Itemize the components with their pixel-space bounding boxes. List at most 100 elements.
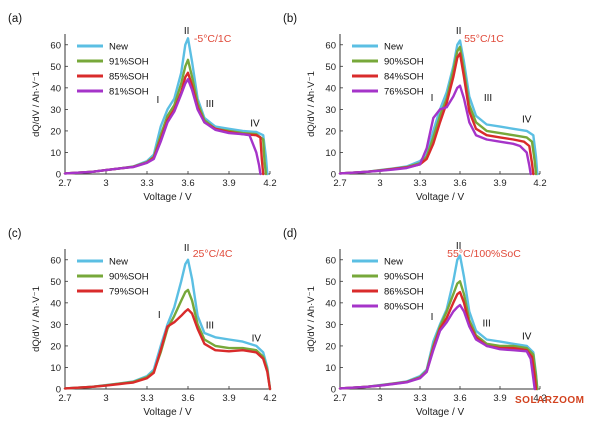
panel-label: (b) [283,13,297,25]
legend-label: 86%SOH [384,287,424,298]
legend-label: 84%SOH [384,72,424,83]
series-line [63,37,269,176]
condition-label: 25°C/4C [193,248,233,260]
panel-c: 2.7 3 3.3 3.6 3.9 4.2 0 10 20 30 40 50 60 Voltage / V… [8,228,277,418]
y-axis-title: dQ/dV / Ah·V⁻1 [306,71,317,137]
y-tick-label: 20 [325,341,336,352]
x-tick-label: 3 [377,178,382,189]
x-axis-title: Voltage / V [143,192,192,203]
panel-label: (c) [8,228,22,240]
y-tick-label: 40 [50,83,61,94]
x-tick-label: 3.9 [222,393,235,404]
y-tick-label: 0 [56,385,61,396]
peak-label: III [206,99,214,110]
legend-label: New [109,42,128,53]
series-line [63,308,272,391]
peak-label: IV [252,334,262,345]
legend-label: 90%SOH [384,272,424,283]
peak-label: II [456,241,462,252]
y-tick-label: 10 [50,148,61,159]
x-tick-label: 4.2 [263,178,276,189]
y-tick-label: 0 [331,170,336,181]
x-tick-label: 3.6 [181,178,194,189]
peak-label: I [431,93,434,104]
y-tick-label: 0 [331,385,336,396]
legend-label: New [384,257,403,268]
panel-b: 2.7 3 3.3 3.6 3.9 4.2 0 10 20 30 40 50 60 Voltage / V… [283,13,547,203]
peak-label: III [206,321,214,332]
y-tick-label: 40 [50,298,61,309]
peak-label: I [158,310,161,321]
legend-label: 91%SOH [109,57,149,68]
peak-label: II [456,26,462,37]
x-axis-title: Voltage / V [143,407,192,418]
x-tick-label: 3.3 [140,393,153,404]
legend-label: 76%SOH [384,87,424,98]
y-tick-label: 20 [50,126,61,137]
y-tick-label: 30 [50,105,61,116]
peak-label: I [431,312,434,323]
panel-d: 2.7 3 3.3 3.6 3.9 4.2 0 10 20 30 40 50 60 Voltage / V… [283,228,547,418]
series-line [338,84,532,176]
y-tick-label: 10 [50,363,61,374]
legend-label: New [109,257,128,268]
panel-a: 2.7 3 3.3 3.6 3.9 4.2 0 10 20 30 40 50 60 Voltage / V… [8,13,277,203]
x-tick-label: 3 [103,393,108,404]
series-line [338,303,536,391]
series-line [63,78,262,176]
peak-label: I [157,95,160,106]
x-tick-label: 2.7 [333,393,346,404]
y-tick-label: 60 [50,255,61,266]
legend-label: New [384,42,403,53]
x-tick-label: 3.6 [453,178,466,189]
y-tick-label: 50 [50,277,61,288]
peak-label: III [482,319,490,330]
x-tick-label: 3 [377,393,382,404]
y-tick-label: 60 [325,40,336,51]
x-axis-title: Voltage / V [416,407,465,418]
y-tick-label: 50 [325,62,336,73]
legend-label: 79%SOH [109,287,149,298]
y-tick-label: 40 [325,298,336,309]
legend-label: 90%SOH [109,272,149,283]
y-tick-label: 20 [50,341,61,352]
x-tick-label: 2.7 [333,178,346,189]
y-tick-label: 30 [325,105,336,116]
peak-label: II [184,243,190,254]
panel-label: (a) [8,13,22,25]
condition-label: 55°C/100%SoC [447,248,521,260]
y-tick-label: 60 [325,255,336,266]
y-tick-label: 0 [56,170,61,181]
y-tick-label: 10 [325,148,336,159]
x-tick-label: 4.2 [533,393,546,404]
x-tick-label: 3.9 [222,178,235,189]
x-tick-label: 2.7 [58,393,71,404]
y-axis-title: dQ/dV / Ah·V⁻1 [306,286,317,352]
condition-label: 55°C/1C [464,33,504,45]
peak-label: III [484,93,492,104]
legend-label: 80%SOH [384,302,424,313]
x-tick-label: 2.7 [58,178,71,189]
x-tick-label: 3.6 [453,393,466,404]
x-tick-label: 3.9 [493,178,506,189]
y-tick-label: 30 [50,320,61,331]
x-tick-label: 3.9 [493,393,506,404]
y-tick-label: 20 [325,126,336,137]
y-axis-title: dQ/dV / Ah·V⁻1 [31,71,42,137]
x-tick-label: 3.3 [140,178,153,189]
condition-label: -5°C/1C [194,33,232,45]
x-tick-label: 3 [103,178,108,189]
series-line [63,258,272,391]
legend-label: 85%SOH [109,72,149,83]
y-axis-title: dQ/dV / Ah·V⁻1 [31,286,42,352]
x-tick-label: 4.2 [263,393,276,404]
x-tick-label: 4.2 [533,178,546,189]
watermark: SOLARZOOM [515,395,585,406]
x-tick-label: 3.3 [413,178,426,189]
x-axis-title: Voltage / V [416,192,465,203]
peak-label: IV [522,114,532,125]
peak-label: IV [522,331,532,342]
panel-label: (d) [283,228,297,240]
x-tick-label: 3.6 [181,393,194,404]
